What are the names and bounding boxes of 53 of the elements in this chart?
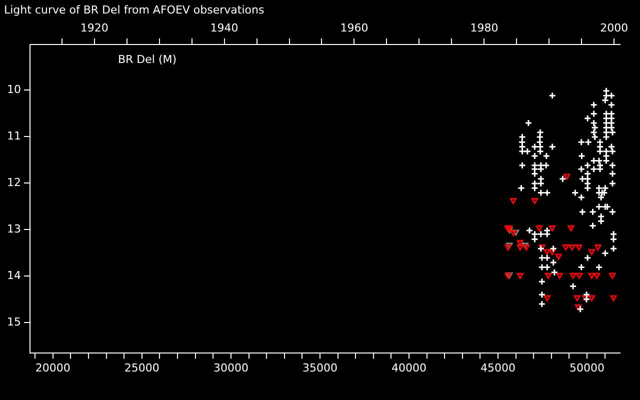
x-tick-label: 45000 xyxy=(480,361,516,374)
y-tick-label: 13 xyxy=(6,222,21,236)
x2-tick-label: 1980 xyxy=(470,22,498,35)
point xyxy=(544,295,550,302)
point xyxy=(510,198,517,204)
point xyxy=(594,272,600,279)
x2-tick-label: 1920 xyxy=(80,22,108,35)
x-tick-label: 25000 xyxy=(124,361,160,374)
y-tick-label: 15 xyxy=(6,315,21,328)
point xyxy=(588,272,596,279)
x-tick-label: 30000 xyxy=(213,361,248,374)
x-tick-label: 20000 xyxy=(35,361,70,374)
point xyxy=(555,254,562,260)
point xyxy=(568,225,574,232)
y-tick-label: 14 xyxy=(6,268,21,282)
point xyxy=(504,225,512,232)
point xyxy=(531,198,538,204)
point xyxy=(576,244,582,250)
point xyxy=(568,244,576,250)
x-tick-label: 35000 xyxy=(302,361,338,374)
point xyxy=(516,244,524,250)
point xyxy=(570,272,576,279)
point xyxy=(544,272,552,279)
y-tick-label: 12 xyxy=(6,176,21,189)
point xyxy=(512,230,520,236)
point xyxy=(556,272,563,279)
point xyxy=(548,249,556,256)
annotation: BR Del (M) xyxy=(118,52,177,66)
y-tick-label: 11 xyxy=(6,129,21,142)
point xyxy=(609,272,616,279)
point xyxy=(544,249,550,256)
y-tick-label: 10 xyxy=(6,82,21,96)
point xyxy=(516,272,524,279)
point xyxy=(576,272,583,279)
point xyxy=(564,174,570,180)
point xyxy=(574,295,581,302)
chart-title: Light curve of BR Del from AFOEV observations xyxy=(4,3,264,16)
point xyxy=(588,249,596,256)
point xyxy=(594,244,602,250)
x-tick-label: 40000 xyxy=(391,361,426,374)
point xyxy=(536,225,543,232)
point xyxy=(510,230,517,236)
x2-tick-label: 1960 xyxy=(340,22,368,35)
x2-tick-label: 1940 xyxy=(210,22,238,35)
point xyxy=(516,240,524,246)
x-tick-label: 50000 xyxy=(570,361,605,374)
point xyxy=(562,244,570,250)
point xyxy=(506,225,513,232)
point xyxy=(588,295,596,302)
point xyxy=(548,225,556,232)
point xyxy=(610,295,617,302)
point xyxy=(574,304,582,310)
x2-tick-label: 2000 xyxy=(600,22,628,35)
